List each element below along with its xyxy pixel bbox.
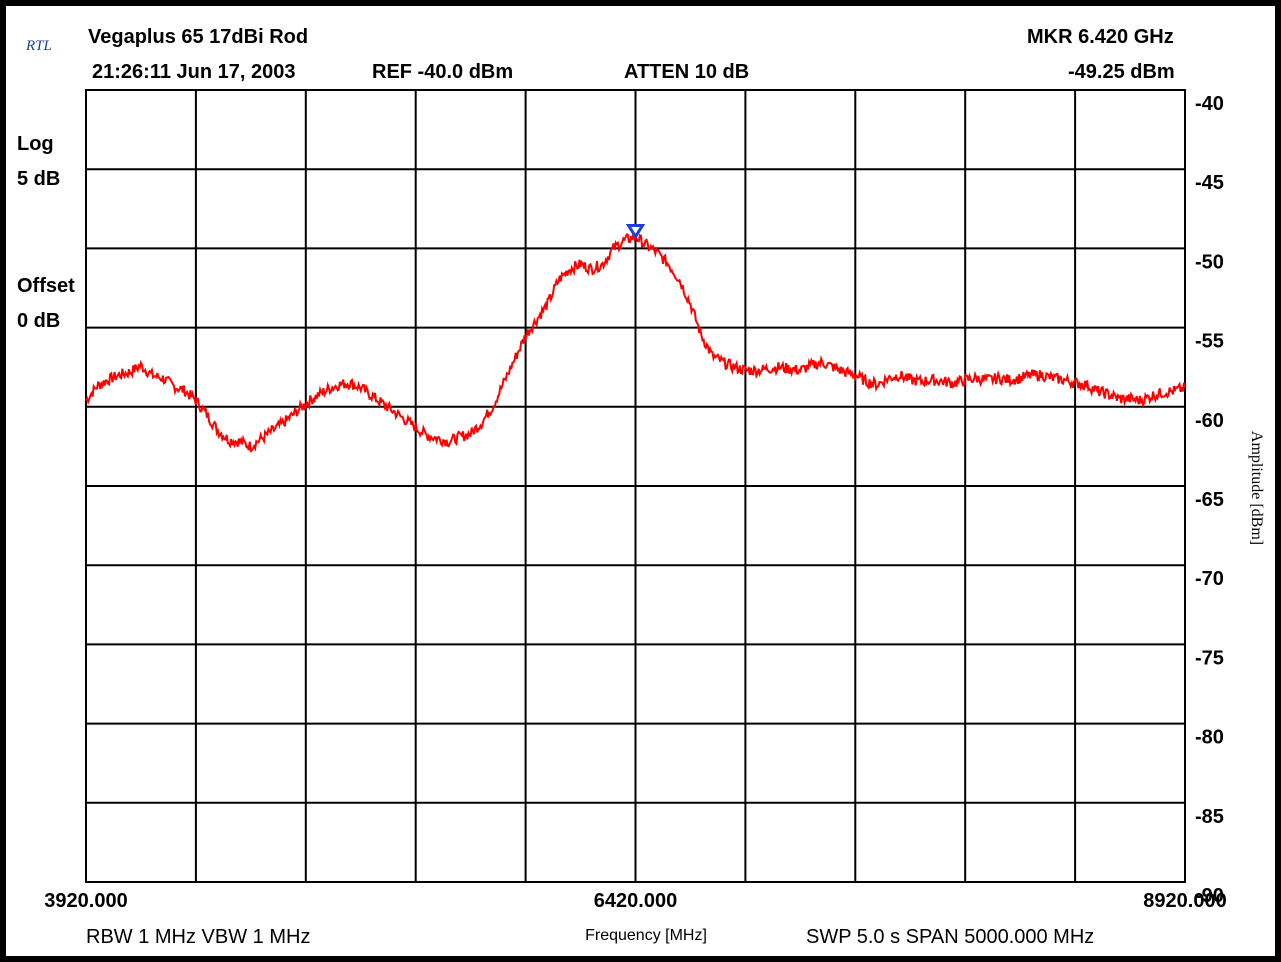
y-tick-label: -70: [1195, 568, 1224, 590]
rbw-vbw: RBW 1 MHz VBW 1 MHz: [86, 926, 311, 948]
marker-amplitude: -49.25 dBm: [1068, 61, 1175, 83]
y-tick-label: -90: [1195, 885, 1224, 907]
reference-level: REF -40.0 dBm: [372, 61, 514, 83]
x-tick-label: 3920.000: [44, 890, 127, 912]
attenuation: ATTEN 10 dB: [624, 61, 750, 83]
y-tick-label: -85: [1195, 806, 1224, 828]
y-tick-label: -60: [1195, 410, 1224, 432]
y-tick-label: -75: [1195, 647, 1224, 669]
measurement-title: Vegaplus 65 17dBi Rod: [88, 26, 309, 48]
log-scale: 5 dB: [17, 168, 61, 190]
y-tick-label: -40: [1195, 93, 1224, 115]
rtl-logo: RTL: [26, 38, 52, 54]
offset-value: 0 dB: [17, 310, 61, 332]
offset-label: Offset: [17, 275, 75, 297]
marker-triangle-icon: [625, 224, 646, 240]
sweep-span: SWP 5.0 s SPAN 5000.000 MHz: [806, 926, 1095, 948]
timestamp: 21:26:11 Jun 17, 2003: [92, 61, 296, 83]
y-tick-label: -50: [1195, 251, 1224, 273]
y-axis-label: Amplitude [dBm]: [1248, 431, 1265, 545]
y-tick-label: -55: [1195, 331, 1224, 353]
y-tick-label: -45: [1195, 172, 1224, 194]
x-tick-label: 6420.000: [594, 890, 677, 912]
x-axis-label: Frequency [MHz]: [585, 927, 707, 944]
y-tick-label: -80: [1195, 727, 1224, 749]
marker-frequency: MKR 6.420 GHz: [1027, 26, 1174, 48]
x-tick-label: 8920.000: [1143, 890, 1226, 912]
log-label: Log: [17, 133, 54, 155]
y-tick-label: -65: [1195, 489, 1224, 511]
